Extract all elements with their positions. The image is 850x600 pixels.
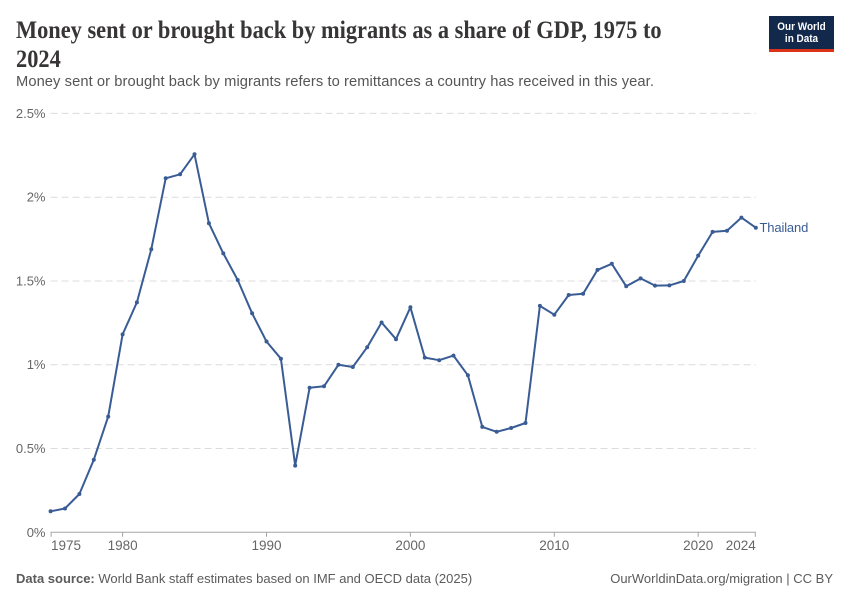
svg-text:1.5%: 1.5% bbox=[16, 274, 46, 289]
svg-text:2010: 2010 bbox=[539, 538, 569, 553]
svg-text:2.5%: 2.5% bbox=[16, 106, 46, 121]
svg-text:Thailand: Thailand bbox=[760, 220, 809, 235]
svg-text:1975: 1975 bbox=[51, 538, 81, 553]
svg-text:2020: 2020 bbox=[683, 538, 713, 553]
svg-text:0.5%: 0.5% bbox=[16, 441, 46, 456]
svg-text:0%: 0% bbox=[27, 525, 46, 540]
svg-text:2024: 2024 bbox=[726, 538, 757, 553]
svg-text:1990: 1990 bbox=[251, 538, 281, 553]
svg-text:2%: 2% bbox=[27, 190, 46, 205]
svg-text:1980: 1980 bbox=[108, 538, 138, 553]
svg-text:1%: 1% bbox=[27, 357, 46, 372]
svg-text:2000: 2000 bbox=[395, 538, 425, 553]
